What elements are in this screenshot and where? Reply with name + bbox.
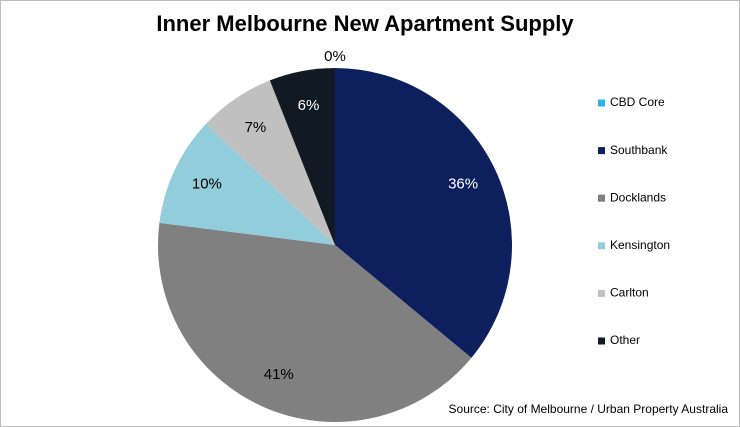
- legend-label: Other: [610, 333, 640, 347]
- legend-label: Kensington: [610, 238, 670, 252]
- source-note: Source: City of Melbourne / Urban Proper…: [449, 402, 729, 416]
- legend-label: Docklands: [610, 190, 666, 204]
- pie-slice: [269, 68, 335, 245]
- legend-swatch: [598, 194, 605, 202]
- value-label: 36%: [448, 176, 478, 193]
- pie-slice: [335, 68, 512, 358]
- legend-swatch: [598, 289, 605, 297]
- legend-label: CBD Core: [610, 95, 665, 109]
- value-label: 6%: [298, 97, 320, 114]
- value-label: 0%: [324, 48, 346, 65]
- value-label: 7%: [245, 119, 267, 136]
- legend-swatch: [598, 337, 605, 345]
- pie-slice: [205, 80, 335, 245]
- legend-label: Southbank: [610, 143, 668, 157]
- pie-slice: [159, 123, 335, 245]
- pie-slice: [158, 222, 472, 422]
- chart-title: Inner Melbourne New Apartment Supply: [156, 11, 574, 36]
- legend-label: Carlton: [610, 286, 649, 300]
- value-label: 10%: [192, 176, 222, 193]
- legend-swatch: [598, 242, 605, 250]
- legend-swatch: [598, 147, 605, 155]
- legend-swatch: [598, 99, 605, 107]
- value-label: 41%: [264, 366, 294, 383]
